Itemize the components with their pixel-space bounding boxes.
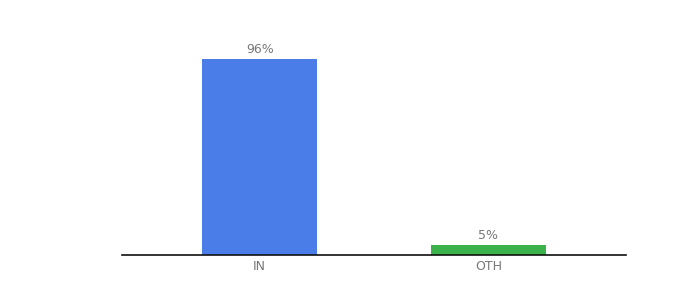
Bar [431,245,545,255]
Bar [203,58,317,255]
Text: 5%: 5% [478,229,498,242]
Text: 96%: 96% [245,43,273,56]
